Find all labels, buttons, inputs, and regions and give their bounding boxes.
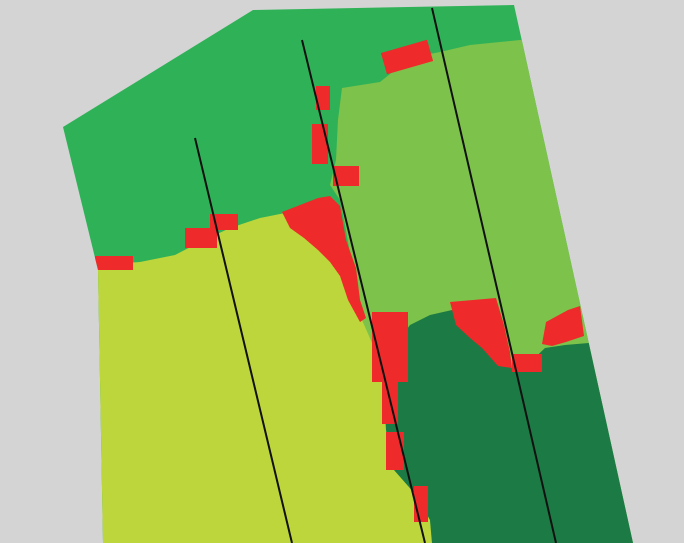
flag-cell <box>312 124 328 164</box>
flag-cell <box>542 306 584 346</box>
flag-cell <box>386 432 404 470</box>
flag-cell <box>316 86 330 110</box>
zone-lower-left <box>63 210 432 543</box>
flag-cell <box>333 166 359 186</box>
flag-cell <box>450 298 512 368</box>
flag-cell <box>95 256 133 270</box>
path-lines <box>194 7 557 543</box>
path-line <box>301 39 426 543</box>
flag-cell <box>185 228 217 248</box>
path-line <box>431 7 557 543</box>
path-line <box>194 137 293 543</box>
flag-cell <box>282 196 366 322</box>
flag-cell <box>512 354 542 372</box>
flag-cell <box>380 39 434 75</box>
